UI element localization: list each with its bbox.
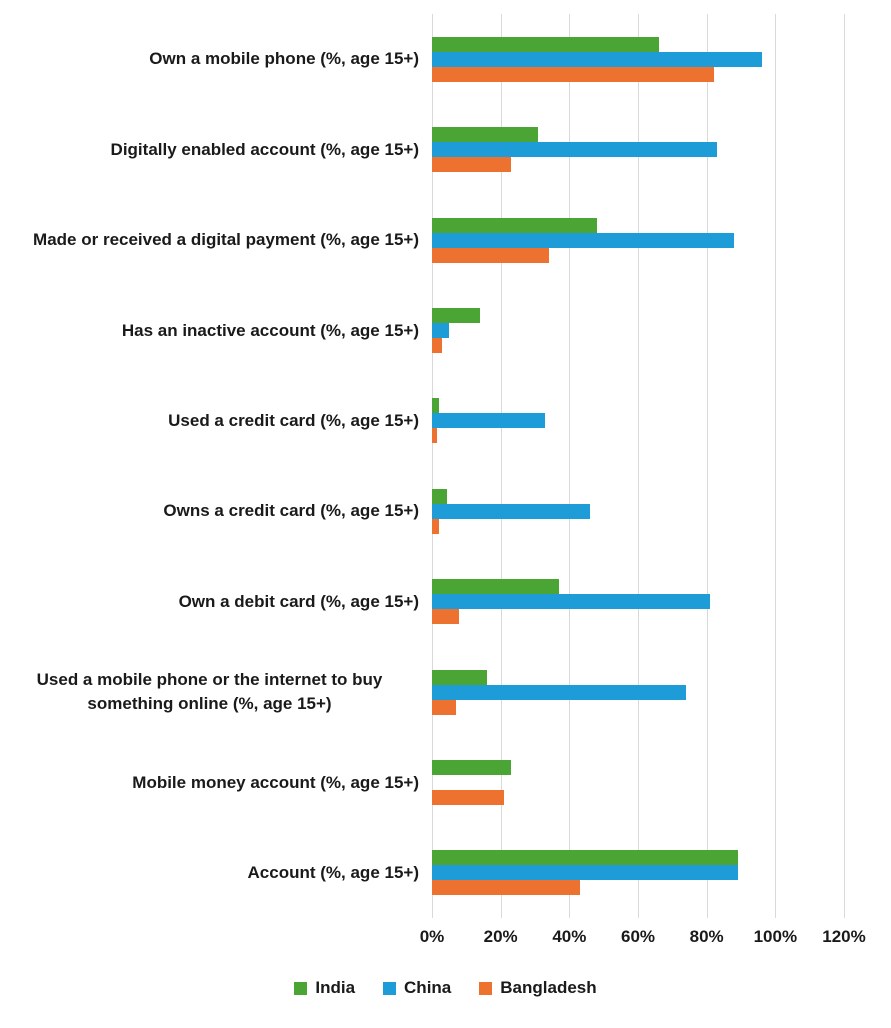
bar-china — [432, 865, 738, 881]
gridline — [706, 14, 708, 918]
category-label: Own a debit card (%, age 15+) — [0, 590, 432, 614]
bar-bangladesh — [432, 247, 549, 263]
bar-india — [432, 127, 539, 143]
category-label: Own a mobile phone (%, age 15+) — [0, 47, 432, 71]
bar-bangladesh — [432, 880, 580, 896]
bar-india — [432, 850, 738, 866]
bar-group — [432, 217, 844, 263]
bar-china — [432, 51, 762, 67]
chart-row: Account (%, age 15+) — [0, 828, 891, 918]
gridlines-layer — [432, 14, 845, 918]
bar-bangladesh — [432, 157, 511, 173]
chart-row: Has an inactive account (%, age 15+) — [0, 285, 891, 375]
bar-china — [432, 503, 590, 519]
category-label: Mobile money account (%, age 15+) — [0, 771, 432, 795]
bar-india — [432, 217, 597, 233]
gridline — [638, 14, 639, 918]
gridline — [844, 14, 845, 918]
bar-china — [432, 594, 711, 610]
gridline — [569, 14, 571, 918]
bar-bangladesh — [432, 66, 714, 82]
bar-bangladesh — [432, 609, 460, 625]
bar-china — [432, 684, 687, 700]
bar-india — [432, 579, 560, 595]
bar-bangladesh — [432, 789, 505, 805]
bar-bangladesh — [432, 699, 457, 715]
category-label: Owns a credit card (%, age 15+) — [0, 499, 432, 523]
legend-label: India — [315, 978, 356, 997]
bar-india — [432, 307, 481, 323]
chart-row: Own a debit card (%, age 15+) — [0, 556, 891, 646]
bar-china — [432, 232, 735, 248]
category-label-text: Own a debit card (%, age 15+) — [178, 591, 419, 611]
category-label: Used a mobile phone or the internet to b… — [0, 668, 432, 716]
category-label: Made or received a digital payment (%, a… — [0, 228, 432, 252]
chart-rows: Own a mobile phone (%, age 15+) Digitally… — [0, 14, 891, 918]
legend-swatch-icon — [479, 981, 493, 995]
chart-row: Own a mobile phone (%, age 15+) — [0, 14, 891, 104]
legend-item-bangladesh: Bangladesh — [479, 978, 597, 998]
bar-china — [432, 322, 450, 338]
x-axis: 0% 20% 40% 60% 80% 100% 120% — [420, 918, 866, 954]
bar-group — [432, 579, 844, 625]
category-label: Digitally enabled account (%, age 15+) — [0, 138, 432, 162]
category-label-text: Owns a credit card (%, age 15+) — [163, 501, 419, 521]
category-label-text: Own a mobile phone (%, age 15+) — [149, 49, 419, 69]
chart-row: Used a credit card (%, age 15+) — [0, 376, 891, 466]
chart-row: Made or received a digital payment (%, a… — [0, 195, 891, 285]
bar-group — [432, 36, 844, 82]
x-tick-label: 60% — [620, 927, 656, 946]
gridline — [775, 14, 777, 918]
legend: India China Bangladesh — [0, 978, 891, 998]
chart-row: Used a mobile phone or the internet to b… — [0, 647, 891, 737]
bar-group — [432, 127, 844, 173]
legend-item-india: India — [294, 978, 355, 998]
bar-india — [432, 669, 487, 685]
bar-india — [432, 759, 511, 775]
category-label-text: Digitally enabled account (%, age 15+) — [110, 139, 419, 159]
gridline — [500, 14, 502, 918]
category-label-text: Used a mobile phone or the internet to b… — [36, 670, 383, 714]
bar-group — [432, 488, 844, 534]
bar-group — [432, 307, 844, 353]
gridline — [432, 14, 433, 918]
category-label: Used a credit card (%, age 15+) — [0, 409, 432, 433]
bar-india — [432, 488, 448, 504]
category-label-text: Used a credit card (%, age 15+) — [168, 410, 419, 430]
category-label: Account (%, age 15+) — [0, 861, 432, 885]
bar-china — [432, 142, 717, 158]
x-tick-label: 40% — [552, 927, 587, 946]
x-tick-label: 120% — [822, 927, 866, 946]
x-tick-label: 20% — [483, 927, 518, 946]
bar-bangladesh — [432, 428, 438, 444]
bar-group — [432, 398, 844, 444]
x-tick-label: 0% — [419, 927, 445, 946]
bar-bangladesh — [432, 337, 443, 353]
bar-china — [432, 413, 546, 429]
chart-row: Mobile money account (%, age 15+) — [0, 737, 891, 827]
category-label-text: Mobile money account (%, age 15+) — [132, 772, 419, 792]
x-tick-label: 80% — [689, 927, 724, 946]
legend-label: China — [404, 978, 452, 997]
legend-label: Bangladesh — [500, 978, 597, 997]
category-label-text: Made or received a digital payment (%, a… — [33, 230, 419, 250]
category-label-text: Account (%, age 15+) — [247, 862, 419, 882]
category-label-text: Has an inactive account (%, age 15+) — [121, 320, 419, 340]
legend-swatch-icon — [294, 981, 308, 995]
category-label: Has an inactive account (%, age 15+) — [0, 319, 432, 343]
bar-bangladesh — [432, 518, 439, 534]
bar-group — [432, 850, 844, 896]
legend-swatch-icon — [383, 981, 397, 995]
legend-item-china: China — [383, 978, 451, 998]
chart-row: Digitally enabled account (%, age 15+) — [0, 104, 891, 194]
bar-group — [432, 669, 844, 715]
chart-row: Owns a credit card (%, age 15+) — [0, 466, 891, 556]
bar-india — [432, 36, 659, 52]
bar-group — [432, 759, 844, 805]
bar-india — [432, 398, 439, 414]
plot-area: Own a mobile phone (%, age 15+) Digitally… — [0, 14, 891, 918]
x-tick-label: 100% — [753, 927, 798, 946]
